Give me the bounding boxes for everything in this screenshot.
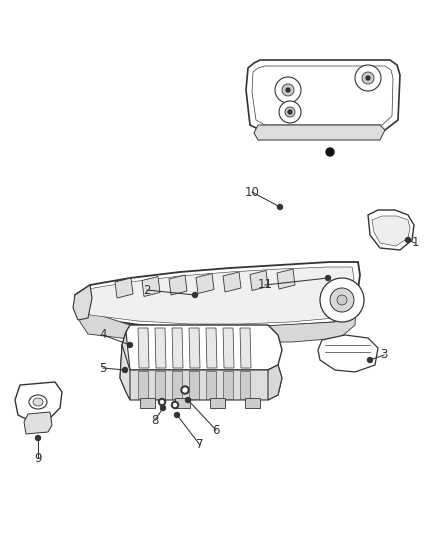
Polygon shape <box>155 371 165 399</box>
Polygon shape <box>206 328 217 368</box>
Circle shape <box>160 400 163 403</box>
Circle shape <box>35 435 40 440</box>
Polygon shape <box>223 371 233 399</box>
Polygon shape <box>120 332 282 400</box>
Polygon shape <box>268 365 282 400</box>
Polygon shape <box>240 328 251 368</box>
Polygon shape <box>223 328 234 368</box>
Circle shape <box>286 88 290 92</box>
Circle shape <box>362 72 374 84</box>
Polygon shape <box>318 335 378 372</box>
Polygon shape <box>115 278 133 298</box>
Circle shape <box>285 107 295 117</box>
Ellipse shape <box>29 395 47 409</box>
Polygon shape <box>24 412 52 434</box>
Circle shape <box>278 205 283 209</box>
Circle shape <box>320 278 364 322</box>
Circle shape <box>367 358 372 362</box>
Text: 5: 5 <box>99 361 107 375</box>
Polygon shape <box>245 398 260 408</box>
Polygon shape <box>368 210 414 250</box>
Polygon shape <box>372 216 410 246</box>
Circle shape <box>123 367 127 373</box>
Polygon shape <box>155 328 166 368</box>
Circle shape <box>275 77 301 103</box>
Polygon shape <box>75 262 360 328</box>
Polygon shape <box>120 345 130 400</box>
Circle shape <box>127 343 133 348</box>
Circle shape <box>330 288 354 312</box>
Polygon shape <box>277 269 295 289</box>
Ellipse shape <box>33 398 43 406</box>
Text: 2: 2 <box>143 284 151 296</box>
Circle shape <box>337 295 347 305</box>
Polygon shape <box>175 398 190 408</box>
Polygon shape <box>172 371 182 399</box>
Circle shape <box>181 386 189 394</box>
Polygon shape <box>189 328 200 368</box>
Circle shape <box>186 398 191 402</box>
Circle shape <box>173 403 177 407</box>
Polygon shape <box>172 328 183 368</box>
Polygon shape <box>196 273 214 294</box>
Circle shape <box>174 413 180 417</box>
Polygon shape <box>122 325 282 370</box>
Circle shape <box>282 84 294 96</box>
Text: 4: 4 <box>99 328 107 342</box>
Polygon shape <box>140 398 155 408</box>
Circle shape <box>326 148 334 156</box>
Circle shape <box>183 388 187 392</box>
Polygon shape <box>142 277 160 296</box>
Polygon shape <box>169 275 187 295</box>
Circle shape <box>192 293 198 297</box>
Circle shape <box>366 76 370 80</box>
Polygon shape <box>252 66 393 125</box>
Circle shape <box>279 101 301 123</box>
Polygon shape <box>250 271 268 290</box>
Circle shape <box>325 276 331 280</box>
Circle shape <box>160 406 166 410</box>
Polygon shape <box>254 125 385 140</box>
Polygon shape <box>78 308 356 342</box>
Polygon shape <box>210 398 225 408</box>
Text: 8: 8 <box>151 414 159 426</box>
Polygon shape <box>138 328 149 368</box>
Polygon shape <box>80 267 354 324</box>
Polygon shape <box>206 371 216 399</box>
Polygon shape <box>15 382 62 420</box>
Text: 7: 7 <box>196 439 204 451</box>
Circle shape <box>159 399 166 406</box>
Circle shape <box>172 401 179 408</box>
Text: 10: 10 <box>244 185 259 198</box>
Circle shape <box>406 238 410 243</box>
Circle shape <box>355 65 381 91</box>
Text: 9: 9 <box>34 451 42 464</box>
Text: 3: 3 <box>380 349 388 361</box>
Polygon shape <box>240 371 250 399</box>
Circle shape <box>288 110 292 114</box>
Text: 1: 1 <box>411 237 419 249</box>
Text: 11: 11 <box>258 279 272 292</box>
Polygon shape <box>138 371 148 399</box>
Polygon shape <box>223 272 241 292</box>
Polygon shape <box>246 60 400 130</box>
Polygon shape <box>189 371 199 399</box>
Polygon shape <box>73 285 92 320</box>
Text: 6: 6 <box>212 424 220 437</box>
